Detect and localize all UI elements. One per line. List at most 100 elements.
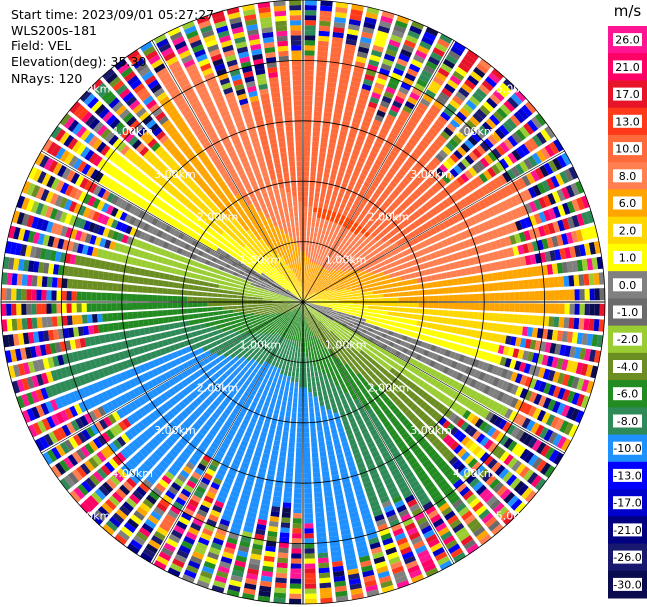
ray-gate [348, 578, 361, 586]
ray-gate [312, 295, 318, 299]
ray-gate [337, 279, 344, 284]
ray-gate [286, 467, 294, 473]
ray-gate [542, 224, 551, 236]
ray-gate [431, 171, 441, 180]
ray-gate [387, 288, 394, 293]
ray-gate [473, 202, 482, 212]
ray-gate [304, 563, 316, 569]
ray-gate [328, 525, 338, 533]
ray-gate [317, 50, 328, 57]
ray-gate [477, 199, 487, 210]
ray-gate [310, 161, 317, 167]
ray-gate [478, 284, 484, 292]
ray-gate [565, 184, 575, 198]
ray-gate [515, 129, 526, 141]
ray-gate [313, 287, 318, 292]
ray-gate [415, 271, 421, 278]
ray-gate [349, 320, 355, 325]
ray-gate [412, 284, 419, 290]
ray-gate [514, 373, 523, 384]
ray-gate [304, 266, 307, 272]
ray-gate [327, 148, 335, 155]
ray-gate [352, 274, 359, 280]
ray-gate [452, 134, 463, 145]
ray-gate [260, 504, 270, 511]
ray-gate [325, 193, 332, 200]
ray-gate [335, 275, 341, 280]
ray-gate [455, 526, 468, 538]
ray-gate [448, 138, 459, 149]
ray-gate [481, 362, 490, 372]
ray-gate [348, 304, 354, 307]
ray-gate [362, 26, 375, 35]
ray-gate [310, 292, 316, 297]
ray-gate [556, 155, 567, 168]
ray-gate [304, 306, 306, 312]
ray-gate [392, 210, 400, 218]
ray-gate [325, 91, 335, 98]
ray-gate [333, 26, 345, 34]
ray-gate [303, 286, 305, 292]
ray-gate [319, 337, 324, 344]
ray-gate [318, 302, 324, 304]
ray-gate [575, 410, 585, 424]
ray-gate [321, 261, 326, 268]
ray-gate [309, 272, 313, 279]
ray-gate [481, 232, 490, 242]
ray-gate [318, 161, 325, 168]
ray-gate [335, 212, 342, 220]
ray-gate [392, 242, 399, 249]
ray-gate [329, 315, 335, 320]
ray-gate [440, 406, 449, 416]
ray-gate [426, 322, 433, 329]
ray-gate [404, 123, 415, 133]
ray-gate [305, 306, 309, 311]
ray-gate [342, 115, 352, 122]
ray-gate [323, 251, 328, 258]
ray-gate [315, 517, 325, 524]
ray-gate [503, 155, 514, 167]
ray-gate [462, 184, 472, 195]
ray-gate [308, 251, 311, 258]
ray-gate [453, 429, 463, 440]
ray-gate [547, 399, 557, 412]
ray-gate [485, 118, 497, 130]
ray-gate [453, 164, 463, 175]
ray-gate [337, 295, 344, 299]
ray-gate [372, 349, 379, 355]
ray-gate [403, 555, 417, 565]
ray-gate [342, 267, 348, 273]
ray-gate [390, 561, 403, 570]
ray-gate [427, 336, 435, 344]
ray-gate [260, 457, 269, 465]
ray-gate [359, 444, 368, 453]
ray-gate [374, 335, 381, 341]
ray-gate [439, 164, 449, 174]
ray-gate [349, 329, 356, 335]
ray-gate [325, 278, 331, 283]
ray-gate [495, 403, 505, 415]
ray-gate [355, 251, 362, 258]
ray-gate [275, 430, 282, 437]
ray-gate [348, 18, 361, 26]
ray-gate [468, 401, 477, 411]
ray-gate [296, 432, 303, 438]
ray-gate [529, 215, 538, 226]
ray-gate [266, 412, 273, 419]
ray-gate [309, 191, 314, 197]
ray-gate [336, 373, 342, 380]
ray-gate [342, 339, 348, 345]
ray-gate [438, 91, 450, 102]
ray-gate [335, 234, 341, 241]
ray-gate [362, 569, 375, 578]
ray-gate [369, 499, 380, 508]
ray-gate [303, 367, 307, 373]
ray-gate [317, 295, 323, 298]
ray-gate [347, 348, 353, 355]
ray-gate [363, 142, 372, 150]
ray-gate [286, 360, 291, 366]
ray-gate [462, 409, 472, 420]
ray-gate [304, 306, 307, 312]
ray-gate [455, 201, 464, 211]
ray-gate [274, 582, 287, 589]
